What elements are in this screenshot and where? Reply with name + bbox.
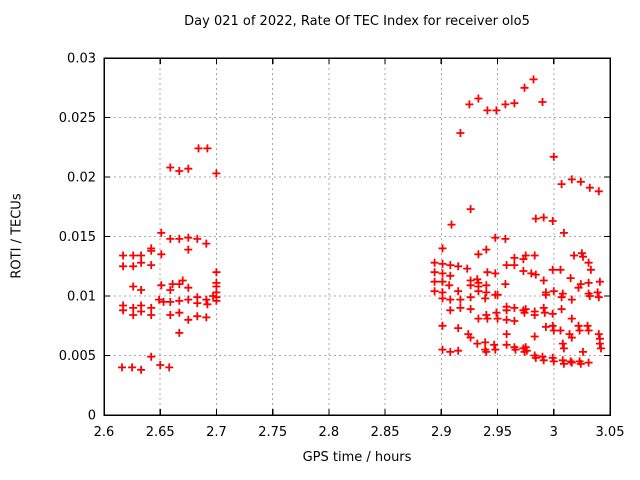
- y-tick-label: 0.025: [59, 111, 96, 126]
- y-tick-label: 0.02: [67, 171, 96, 186]
- x-tick-label: 2.85: [371, 425, 400, 440]
- x-tick-label: 2.65: [146, 425, 175, 440]
- x-tick-label: 2.8: [319, 425, 340, 440]
- x-tick-label: 3.05: [596, 425, 625, 440]
- x-tick-label: 2.6: [94, 425, 115, 440]
- x-tick-label: 2.9: [431, 425, 452, 440]
- chart-title: Day 021 of 2022, Rate Of TEC Index for r…: [184, 14, 530, 29]
- y-tick-label: 0.015: [59, 230, 96, 245]
- data-points-series-roti: [118, 75, 605, 374]
- y-tick-label: 0.03: [67, 52, 96, 67]
- x-tick-label: 2.95: [483, 425, 512, 440]
- x-tick-label: 2.75: [258, 425, 287, 440]
- y-tick-label: 0.005: [59, 349, 96, 364]
- x-axis-label: GPS time / hours: [302, 450, 412, 465]
- x-tick-label: 3: [550, 425, 558, 440]
- y-tick-label: 0.01: [67, 290, 96, 305]
- x-tick-label: 2.7: [206, 425, 227, 440]
- y-tick-label: 0: [88, 409, 96, 424]
